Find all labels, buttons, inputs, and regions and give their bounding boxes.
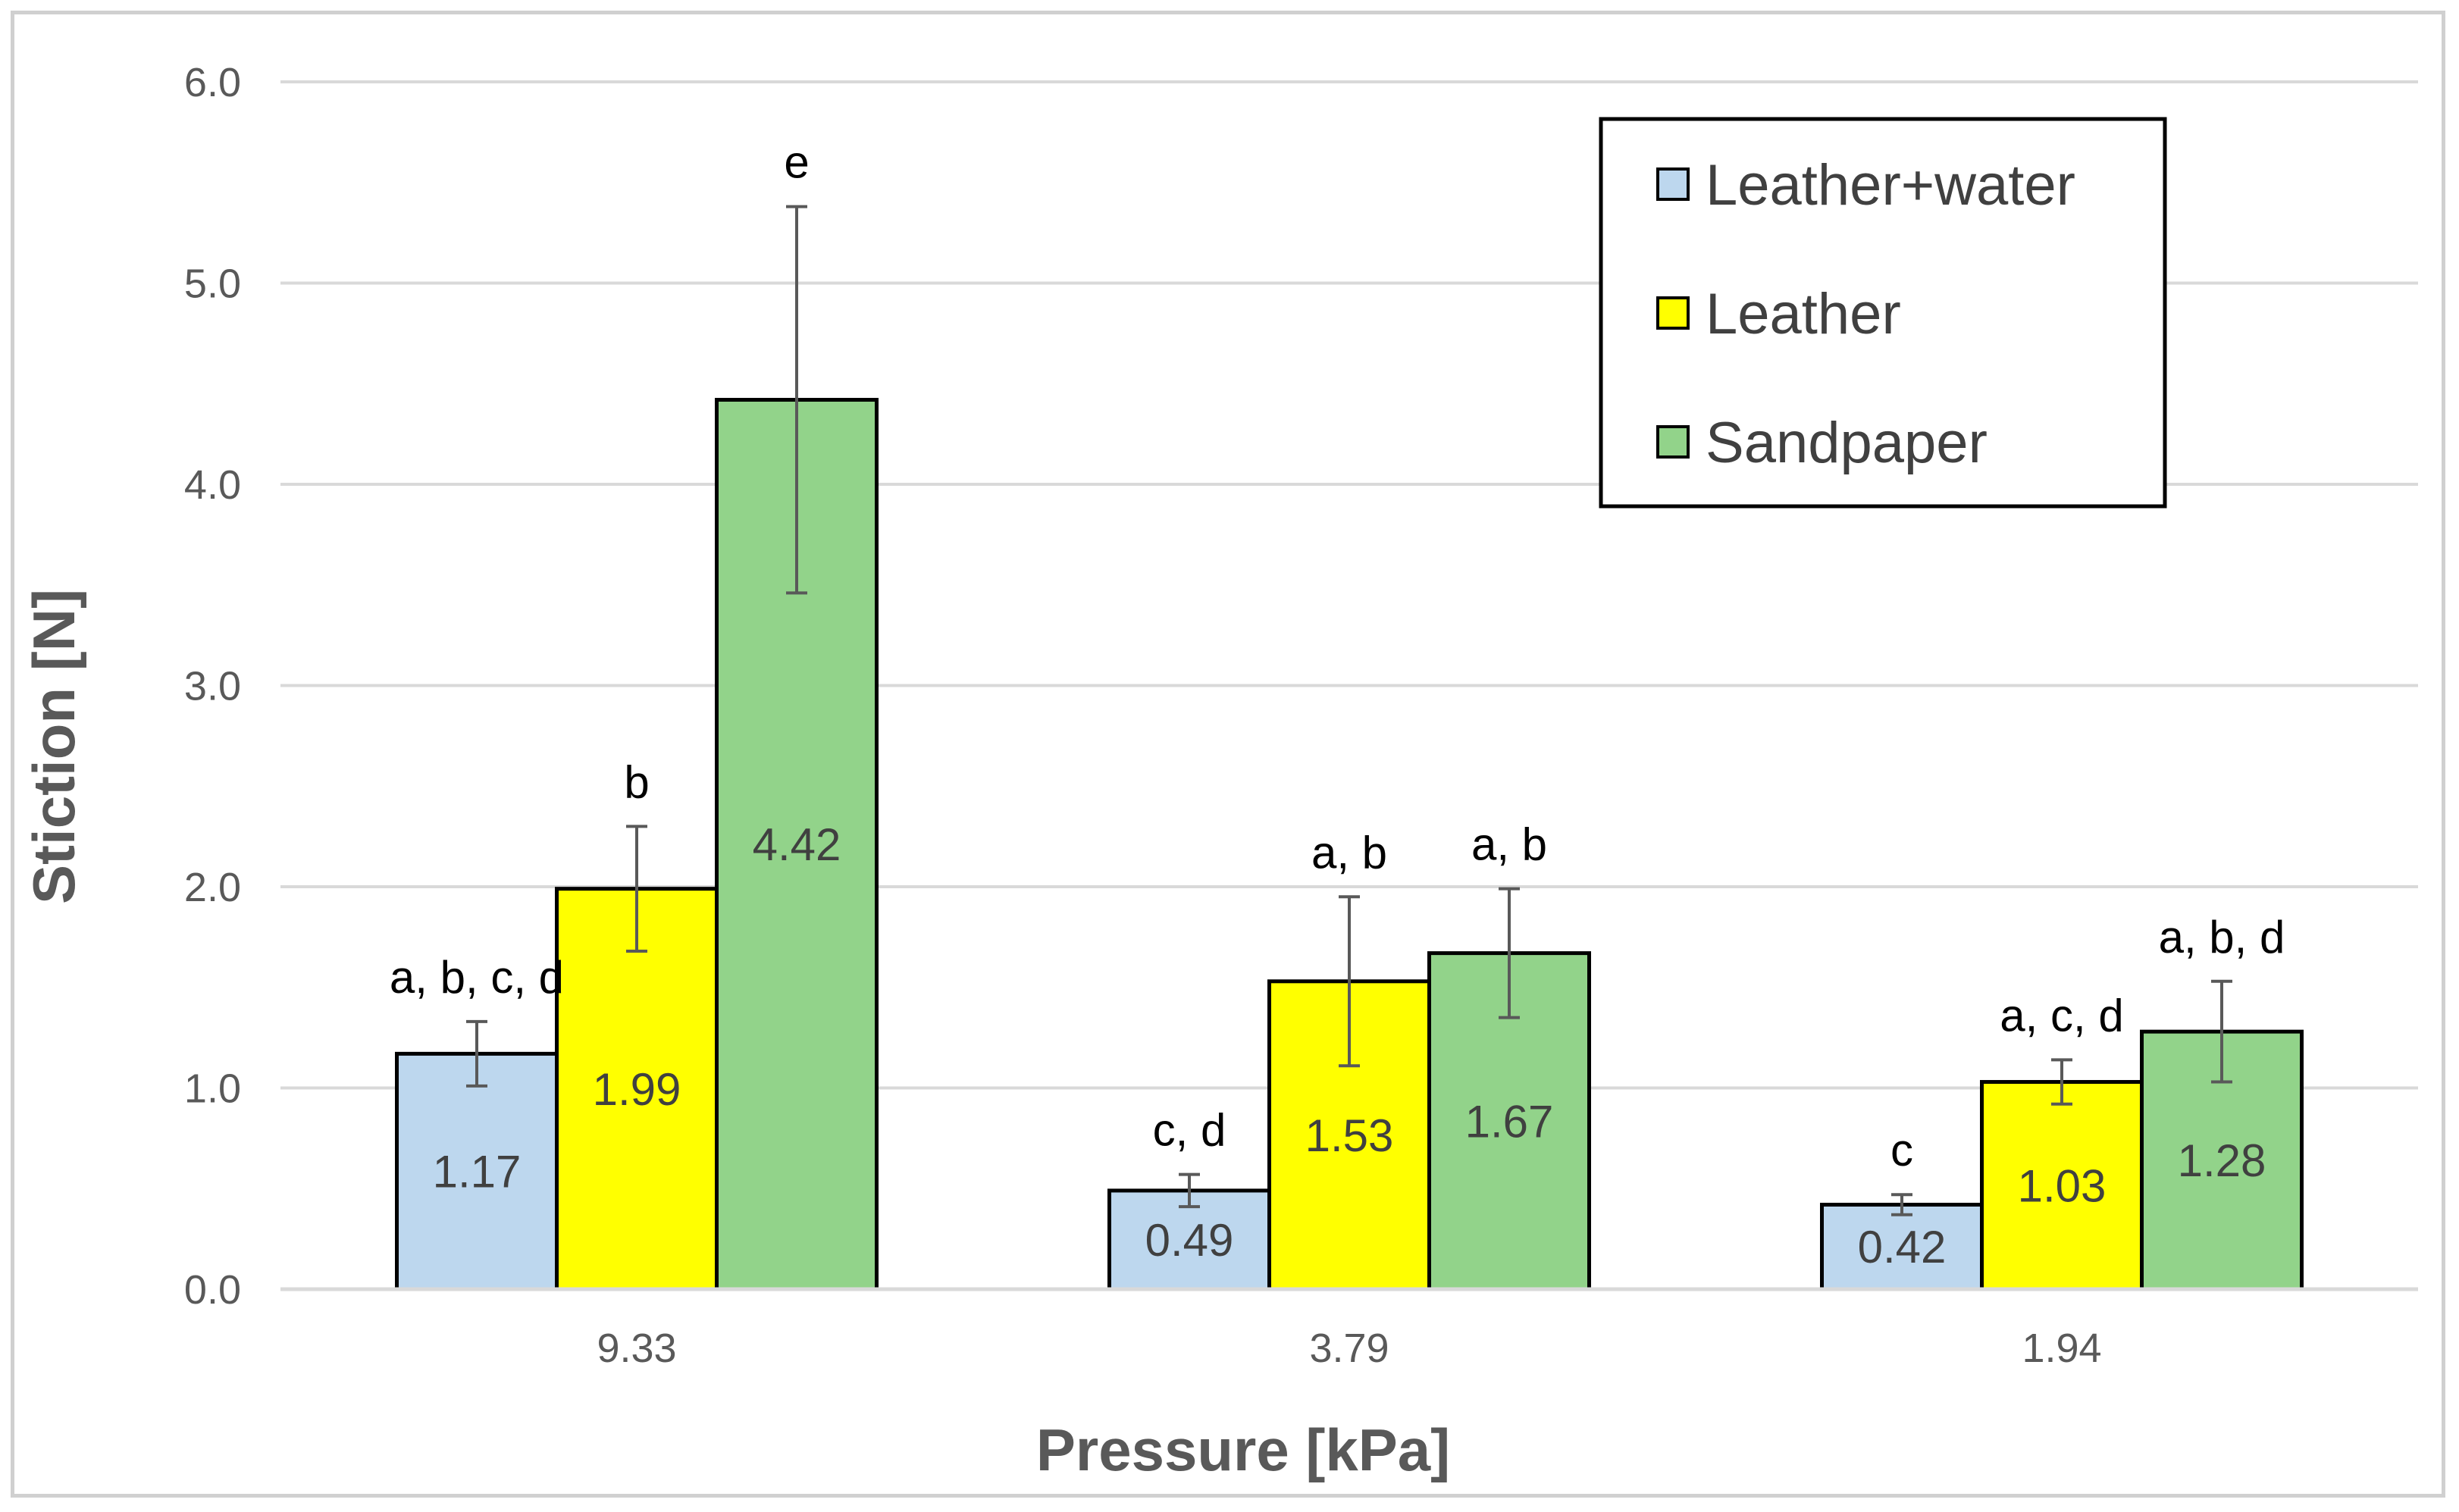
legend-swatch [1656,425,1690,459]
significance-label: e [784,137,809,188]
bars [395,205,2304,1291]
bar-value-label: 1.03 [2018,1160,2107,1211]
data-labels: 1.17 a, b, c, d 1.99 b 4.42 e 0.49 c, d 1.53 a, b… [390,137,2285,1273]
bar [1980,1080,2144,1291]
axes: 0.0 1.0 2.0 3.0 4.0 5.0 6.0 9.33 3.79 1.94 [184,60,2418,1371]
bar-value-label: 0.42 [1858,1222,1947,1273]
bar-value-label: 1.99 [593,1064,681,1115]
x-axis-title: Pressure [kPa] [1036,1417,1450,1483]
bar-value-label: 0.49 [1145,1215,1234,1266]
x-tick-label: 9.33 [597,1326,676,1371]
significance-label: a, b, d [2159,912,2285,963]
significance-label: a, b, c, d [390,952,564,1003]
bar-value-label: 1.53 [1305,1110,1394,1161]
bar-value-label: 1.17 [433,1147,522,1197]
significance-label: a, b [1471,819,1547,870]
legend-box [1599,117,2167,509]
y-tick-label: 2.0 [184,865,241,910]
bar-value-label: 1.28 [2178,1135,2266,1186]
significance-label: a, b [1311,827,1387,878]
legend-label: Leather [1706,282,1901,346]
significance-label: b [624,756,649,807]
legend-label: Leather+water [1706,153,2075,218]
legend-label: Sandpaper [1706,411,1988,475]
bar-value-label: 1.67 [1465,1096,1554,1147]
legend: Leather+water Leather Sandpaper [1599,117,2167,509]
y-tick-label: 4.0 [184,462,241,508]
x-tick-label: 1.94 [2022,1326,2101,1371]
y-tick-label: 3.0 [184,664,241,709]
x-tick-label: 3.79 [1309,1326,1389,1371]
y-axis-title: Stiction [N] [20,589,87,904]
y-tick-label: 5.0 [184,261,241,307]
y-tick-label: 6.0 [184,60,241,105]
significance-label: c [1890,1125,1913,1175]
significance-label: a, c, d [2000,990,2123,1041]
significance-label: c, d [1153,1105,1226,1156]
legend-swatch [1656,296,1690,330]
bar-value-label: 4.42 [753,819,841,870]
legend-swatch [1656,167,1690,201]
y-tick-label: 1.0 [184,1066,241,1112]
y-tick-label: 0.0 [184,1267,241,1313]
